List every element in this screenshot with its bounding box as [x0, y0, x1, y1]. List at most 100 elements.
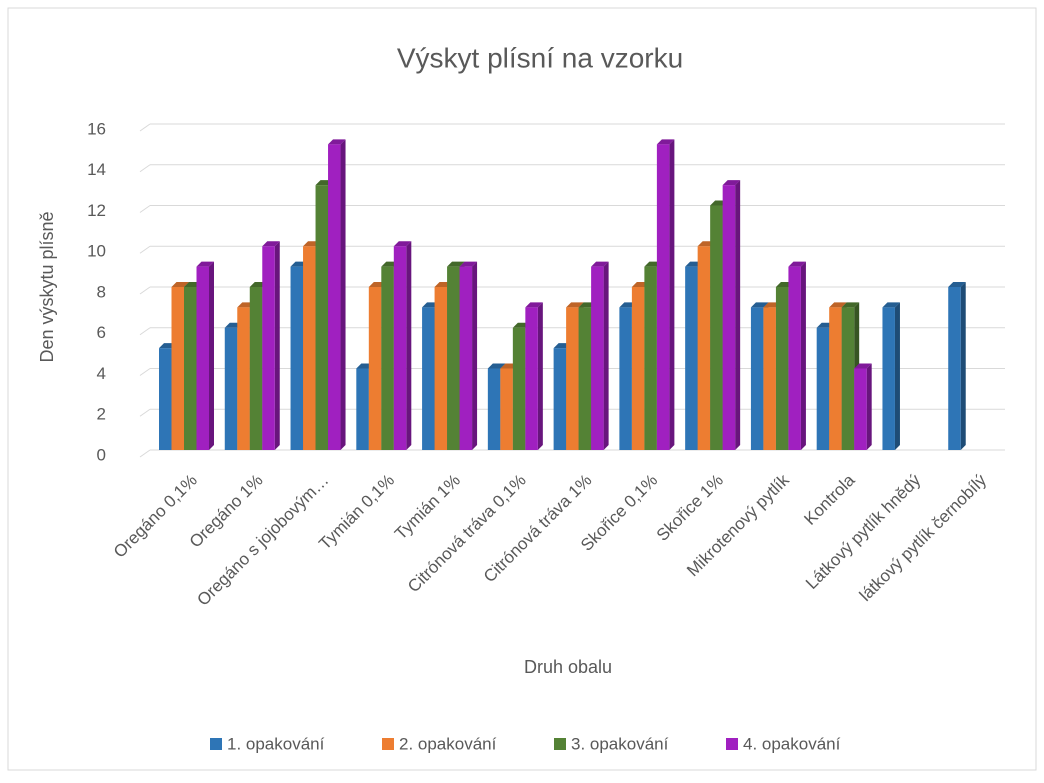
- bar-top: [591, 261, 609, 267]
- bar: [237, 307, 250, 450]
- bar: [159, 348, 172, 450]
- chart-title: Výskyt plísní na vzorku: [397, 42, 683, 73]
- bar: [829, 307, 842, 450]
- bar: [459, 266, 473, 450]
- bar: [578, 307, 592, 450]
- bar-top: [447, 261, 465, 267]
- bar-top: [854, 363, 872, 369]
- grid-line-depth: [139, 327, 151, 336]
- grid-line-depth: [139, 164, 151, 173]
- bar: [262, 246, 275, 450]
- y-axis-label: Den výskytu plísně: [37, 211, 57, 362]
- grid-line-depth: [139, 286, 151, 295]
- bar-side: [340, 139, 346, 450]
- bar-side: [406, 241, 412, 450]
- bar: [447, 266, 460, 450]
- bar-top: [487, 363, 506, 369]
- bar: [763, 307, 776, 450]
- bar: [249, 287, 263, 450]
- grid-line-depth: [139, 245, 151, 254]
- legend-swatch: [210, 738, 222, 750]
- bar: [656, 144, 670, 450]
- y-tick-label: 8: [97, 282, 106, 301]
- bar-top: [788, 261, 806, 267]
- bar: [948, 287, 961, 450]
- bar: [788, 266, 801, 450]
- bar-side: [894, 302, 900, 450]
- bar-side: [472, 261, 478, 450]
- bar-side: [209, 261, 214, 450]
- bar-side: [603, 261, 609, 450]
- bar: [553, 348, 567, 450]
- legend-swatch: [554, 738, 566, 750]
- bar-side: [866, 363, 872, 450]
- legend-label: 1. opakování: [227, 734, 325, 753]
- bar: [631, 287, 645, 450]
- bar: [750, 307, 764, 450]
- bar-side: [800, 261, 806, 450]
- y-tick-label: 4: [97, 364, 106, 383]
- bar: [224, 327, 238, 450]
- bar: [196, 266, 209, 450]
- y-tick-label: 10: [87, 242, 106, 261]
- bar-top: [829, 302, 847, 308]
- bar-side: [537, 302, 543, 450]
- bar-top: [566, 302, 584, 308]
- bar: [854, 368, 867, 450]
- bar-top: [262, 241, 280, 247]
- legend-label: 2. opakování: [399, 734, 497, 753]
- bar: [591, 266, 604, 450]
- bar-top: [525, 302, 543, 308]
- bar-top: [656, 139, 675, 145]
- bar: [710, 205, 723, 450]
- bar: [500, 368, 513, 450]
- bar: [685, 266, 698, 450]
- bar-side: [735, 180, 741, 450]
- bar: [512, 327, 526, 450]
- y-tick-label: 2: [97, 405, 106, 424]
- bar-top: [948, 282, 966, 287]
- bar: [816, 327, 830, 450]
- bar: [381, 266, 394, 450]
- legend-swatch: [382, 738, 394, 750]
- legend-swatch: [726, 738, 738, 750]
- grid-line-depth: [139, 368, 151, 376]
- bar-top: [459, 261, 478, 267]
- bar: [434, 287, 448, 450]
- x-axis-label: Druh obalu: [524, 657, 612, 677]
- bar: [315, 185, 329, 450]
- bar-top: [882, 302, 900, 308]
- y-tick-label: 16: [87, 119, 106, 138]
- y-tick-label: 14: [87, 160, 106, 179]
- y-tick-label: 0: [97, 445, 106, 464]
- bar-side: [669, 139, 675, 450]
- bar-top: [750, 302, 769, 308]
- bar: [303, 246, 316, 450]
- bar: [368, 287, 382, 450]
- bar: [290, 266, 304, 450]
- grid-line-depth: [139, 449, 151, 458]
- bar-top: [328, 139, 346, 145]
- grid-line-depth: [139, 408, 151, 417]
- bar-side: [960, 282, 966, 450]
- bar: [393, 246, 407, 450]
- bar-top: [722, 180, 741, 186]
- bar: [841, 307, 855, 450]
- bar-top: [841, 302, 860, 308]
- bar: [171, 287, 184, 450]
- y-tick-label: 12: [87, 201, 106, 220]
- bar: [619, 307, 632, 450]
- bar: [722, 185, 736, 450]
- bar: [775, 287, 789, 450]
- grid-line-depth: [139, 123, 151, 132]
- bar: [184, 287, 197, 450]
- legend-label: 4. opakování: [743, 734, 841, 753]
- legend-label: 3. opakování: [571, 734, 669, 753]
- bar: [525, 307, 538, 450]
- y-tick-label: 6: [97, 323, 106, 342]
- bar-top: [393, 241, 412, 247]
- bar: [422, 307, 435, 450]
- bar: [356, 368, 369, 450]
- bar: [697, 246, 711, 450]
